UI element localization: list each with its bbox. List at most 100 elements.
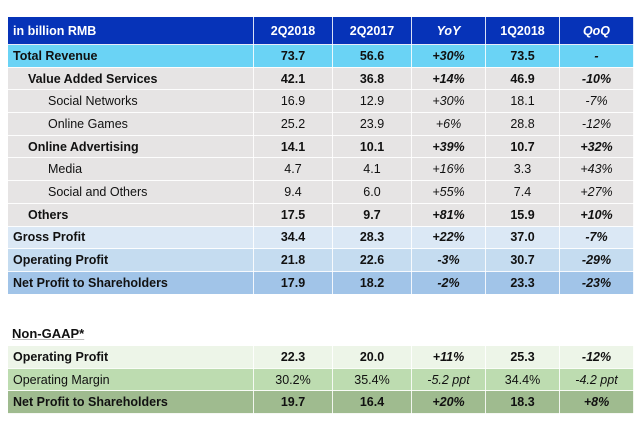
unit-label: in billion RMB (7, 17, 254, 45)
row-online-games: Online Games 25.2 23.9 +6% 28.8 -12% (7, 112, 634, 136)
cell-2q2017: 6.0 (332, 180, 412, 204)
cell-1q2018: 34.4% (485, 368, 560, 392)
cell-2q2017: 12.9 (332, 89, 412, 114)
row-social-networks: Social Networks 16.9 12.9 +30% 18.1 -7% (7, 89, 634, 114)
cell-1q2018: 15.9 (485, 203, 560, 227)
cell-yoy: -3% (411, 248, 486, 272)
non-gaap-table: Operating Profit 22.3 20.0 +11% 25.3 -12… (7, 346, 634, 415)
cell-2q2018: 34.4 (253, 226, 333, 250)
cell-yoy: +11% (411, 346, 486, 369)
cell-2q2017: 28.3 (332, 226, 412, 250)
cell-2q2017: 36.8 (332, 67, 412, 91)
row-value-added-services: Value Added Services 42.1 36.8 +14% 46.9… (7, 67, 634, 91)
cell-qoq: -7% (559, 226, 634, 250)
col-header-1q2018: 1Q2018 (485, 17, 560, 45)
row-online-advertising: Online Advertising 14.1 10.1 +39% 10.7 +… (7, 135, 634, 159)
cell-yoy: +16% (411, 157, 486, 182)
cell-2q2017: 22.6 (332, 248, 412, 272)
cell-1q2018: 23.3 (485, 271, 560, 295)
cell-1q2018: 28.8 (485, 112, 560, 136)
cell-1q2018: 7.4 (485, 180, 560, 204)
cell-2q2017: 23.9 (332, 112, 412, 136)
cell-1q2018: 18.3 (485, 390, 560, 415)
cell-1q2018: 18.1 (485, 89, 560, 114)
cell-2q2017: 16.4 (332, 390, 412, 415)
cell-2q2017: 35.4% (332, 368, 412, 392)
cell-2q2018: 14.1 (253, 135, 333, 159)
row-label: Social and Others (7, 180, 254, 204)
row-label: Operating Margin (7, 368, 254, 392)
row-label: Online Games (7, 112, 254, 136)
cell-2q2017: 56.6 (332, 44, 412, 68)
cell-qoq: -29% (559, 248, 634, 272)
cell-qoq: - (559, 44, 634, 68)
cell-yoy: -5.2 ppt (411, 368, 486, 392)
non-gaap-title: Non-GAAP* (12, 326, 85, 341)
cell-2q2018: 17.9 (253, 271, 333, 295)
col-header-2q2018: 2Q2018 (253, 17, 333, 45)
cell-qoq: -10% (559, 67, 634, 91)
cell-1q2018: 25.3 (485, 346, 560, 369)
cell-2q2018: 16.9 (253, 89, 333, 114)
cell-yoy: +14% (411, 67, 486, 91)
row-label: Others (7, 203, 254, 227)
row-label: Operating Profit (7, 346, 254, 369)
cell-yoy: +6% (411, 112, 486, 136)
row-label: Social Networks (7, 89, 254, 114)
financial-summary-table: in billion RMB 2Q2018 2Q2017 YoY 1Q2018 … (7, 17, 634, 295)
cell-2q2018: 22.3 (253, 346, 333, 369)
cell-qoq: -12% (559, 346, 634, 369)
col-header-yoy: YoY (411, 17, 486, 45)
cell-2q2018: 30.2% (253, 368, 333, 392)
cell-1q2018: 30.7 (485, 248, 560, 272)
row-label: Operating Profit (7, 248, 254, 272)
cell-2q2018: 73.7 (253, 44, 333, 68)
cell-2q2017: 20.0 (332, 346, 412, 369)
row-label: Value Added Services (7, 67, 254, 91)
cell-qoq: -23% (559, 271, 634, 295)
row-social-and-others: Social and Others 9.4 6.0 +55% 7.4 +27% (7, 180, 634, 204)
cell-1q2018: 3.3 (485, 157, 560, 182)
cell-2q2018: 42.1 (253, 67, 333, 91)
cell-2q2017: 4.1 (332, 157, 412, 182)
row-net-profit: Net Profit to Shareholders 17.9 18.2 -2%… (7, 271, 634, 295)
cell-2q2017: 9.7 (332, 203, 412, 227)
cell-2q2018: 25.2 (253, 112, 333, 136)
row-total-revenue: Total Revenue 73.7 56.6 +30% 73.5 - (7, 44, 634, 68)
cell-qoq: +32% (559, 135, 634, 159)
cell-yoy: +20% (411, 390, 486, 415)
row-ng-operating-margin: Operating Margin 30.2% 35.4% -5.2 ppt 34… (7, 368, 634, 392)
cell-1q2018: 10.7 (485, 135, 560, 159)
col-header-qoq: QoQ (559, 17, 634, 45)
cell-yoy: +81% (411, 203, 486, 227)
table-header-row: in billion RMB 2Q2018 2Q2017 YoY 1Q2018 … (7, 17, 634, 45)
col-header-2q2017: 2Q2017 (332, 17, 412, 45)
cell-2q2017: 18.2 (332, 271, 412, 295)
cell-qoq: +8% (559, 390, 634, 415)
cell-qoq: +43% (559, 157, 634, 182)
cell-2q2018: 17.5 (253, 203, 333, 227)
row-label: Gross Profit (7, 226, 254, 250)
cell-1q2018: 37.0 (485, 226, 560, 250)
cell-1q2018: 46.9 (485, 67, 560, 91)
cell-2q2018: 19.7 (253, 390, 333, 415)
cell-qoq: -4.2 ppt (559, 368, 634, 392)
row-ng-operating-profit: Operating Profit 22.3 20.0 +11% 25.3 -12… (7, 346, 634, 369)
cell-qoq: -12% (559, 112, 634, 136)
cell-yoy: +39% (411, 135, 486, 159)
row-label: Online Advertising (7, 135, 254, 159)
cell-qoq: +27% (559, 180, 634, 204)
cell-qoq: +10% (559, 203, 634, 227)
cell-2q2018: 21.8 (253, 248, 333, 272)
row-others: Others 17.5 9.7 +81% 15.9 +10% (7, 203, 634, 227)
row-label: Net Profit to Shareholders (7, 271, 254, 295)
cell-yoy: +30% (411, 89, 486, 114)
row-label: Net Profit to Shareholders (7, 390, 254, 415)
cell-2q2018: 9.4 (253, 180, 333, 204)
cell-2q2018: 4.7 (253, 157, 333, 182)
cell-yoy: +22% (411, 226, 486, 250)
row-label: Total Revenue (7, 44, 254, 68)
row-gross-profit: Gross Profit 34.4 28.3 +22% 37.0 -7% (7, 226, 634, 250)
row-operating-profit: Operating Profit 21.8 22.6 -3% 30.7 -29% (7, 248, 634, 272)
cell-2q2017: 10.1 (332, 135, 412, 159)
